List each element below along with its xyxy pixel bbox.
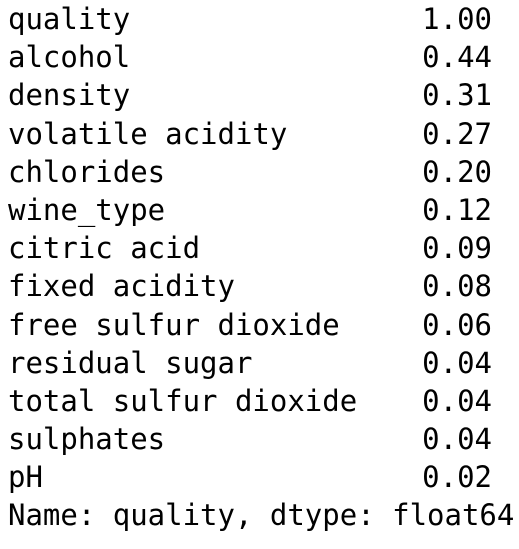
output-row: residual sugar 0.04 [8, 344, 492, 382]
row-label: quality [8, 2, 131, 36]
row-value: 0.09 [422, 231, 492, 266]
output-row: citric acid 0.09 [8, 229, 492, 267]
output-row: wine_type 0.12 [8, 191, 492, 229]
output-row: quality 1.00 [8, 0, 492, 38]
row-label: density [8, 78, 131, 113]
row-label: alcohol [8, 40, 131, 75]
row-value: 0.20 [422, 154, 492, 189]
output-row: free sulfur dioxide 0.06 [8, 306, 492, 344]
row-value: 0.04 [422, 422, 492, 457]
row-label: chlorides [8, 154, 166, 189]
row-value: 0.12 [422, 192, 492, 227]
row-value: 0.04 [422, 345, 492, 380]
output-row: volatile acidity 0.27 [8, 115, 492, 153]
output-row: pH 0.02 [8, 458, 492, 496]
row-value: 0.31 [422, 78, 492, 113]
output-row: fixed acidity 0.08 [8, 267, 492, 305]
row-label: wine_type [8, 192, 166, 227]
row-label: total sulfur dioxide [8, 383, 358, 418]
output-row: density 0.31 [8, 76, 492, 114]
output-row: chlorides 0.20 [8, 153, 492, 191]
row-value: 0.27 [422, 116, 492, 151]
row-value: 0.06 [422, 307, 492, 342]
row-label: citric acid [8, 231, 201, 266]
row-value: 0.44 [422, 40, 492, 75]
row-label: volatile acidity [8, 116, 288, 151]
row-value: 0.08 [422, 269, 492, 304]
output-row: alcohol 0.44 [8, 38, 492, 76]
row-value: 0.02 [422, 460, 492, 495]
row-label: sulphates [8, 422, 166, 457]
row-label: residual sugar [8, 345, 253, 380]
row-value: 1.00 [422, 2, 492, 36]
row-label: pH [8, 460, 43, 495]
output-row: total sulfur dioxide 0.04 [8, 382, 492, 420]
row-label: free sulfur dioxide [8, 307, 340, 342]
row-value: 0.04 [422, 383, 492, 418]
series-footer: Name: quality, dtype: float64 [8, 498, 515, 533]
series-output: quality 1.00 alcohol 0.44 density 0.31 volatil… [8, 0, 515, 535]
row-label: fixed acidity [8, 269, 235, 304]
output-row: sulphates 0.04 [8, 420, 492, 458]
